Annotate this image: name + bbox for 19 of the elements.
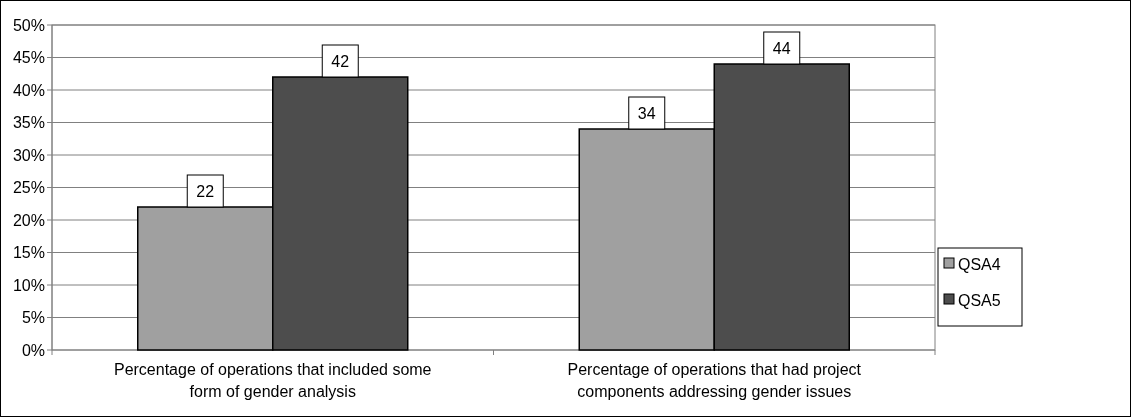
legend-label: QSA4 bbox=[958, 255, 1001, 273]
y-tick-label: 25% bbox=[12, 179, 45, 197]
y-tick-label: 35% bbox=[12, 114, 45, 132]
y-tick-label: 15% bbox=[12, 244, 45, 262]
y-tick-label: 50% bbox=[12, 16, 45, 34]
x-tick-label: Percentage of operations that included some form of gender analysis bbox=[113, 361, 432, 400]
data-label: 34 bbox=[637, 105, 656, 122]
y-tick-label: 40% bbox=[12, 81, 45, 99]
y-tick-label: 0% bbox=[21, 341, 45, 359]
y-tick-label: 45% bbox=[12, 49, 45, 67]
y-tick-label: 10% bbox=[12, 276, 45, 294]
data-label: 42 bbox=[331, 53, 350, 70]
y-tick-label: 20% bbox=[12, 211, 45, 229]
data-label: 22 bbox=[196, 183, 215, 200]
x-tick-label: Percentage of operations that had project components addressing gender issues bbox=[567, 361, 862, 400]
legend-label: QSA5 bbox=[958, 291, 1001, 309]
y-tick-label: 5% bbox=[21, 309, 45, 327]
data-label: 44 bbox=[772, 40, 791, 57]
y-tick-label: 30% bbox=[12, 146, 45, 164]
